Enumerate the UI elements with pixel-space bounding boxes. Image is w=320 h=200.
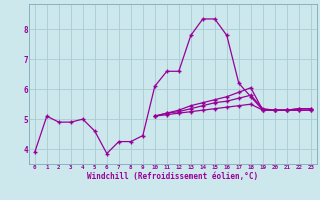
X-axis label: Windchill (Refroidissement éolien,°C): Windchill (Refroidissement éolien,°C) [87,172,258,181]
